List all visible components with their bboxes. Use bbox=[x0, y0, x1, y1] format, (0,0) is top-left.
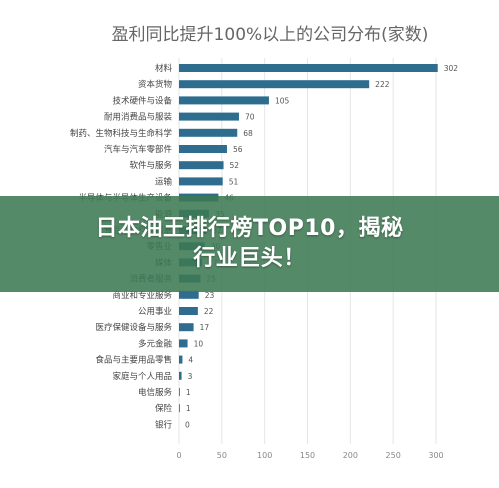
category-label: 制药、生物科技与生命科学 bbox=[70, 128, 173, 139]
bar bbox=[179, 161, 224, 170]
x-tick-label: 50 bbox=[217, 451, 227, 460]
bar bbox=[179, 64, 438, 72]
bar bbox=[179, 112, 239, 121]
category-label: 运输 bbox=[155, 176, 173, 187]
data-label: 222 bbox=[375, 80, 390, 89]
category-label: 技术硬件与设备 bbox=[112, 95, 172, 106]
bar bbox=[179, 323, 194, 332]
bar bbox=[179, 371, 182, 380]
bar bbox=[179, 307, 198, 315]
data-label: 0 bbox=[185, 420, 190, 429]
x-tick-label: 0 bbox=[176, 451, 181, 460]
data-label: 3 bbox=[188, 372, 193, 381]
data-label: 1 bbox=[186, 388, 191, 397]
bar bbox=[179, 339, 188, 348]
data-label: 51 bbox=[229, 177, 239, 186]
category-label: 商业和专业服务 bbox=[112, 290, 172, 301]
x-tick-label: 200 bbox=[343, 451, 358, 460]
category-label: 家庭与个人用品 bbox=[112, 371, 172, 382]
x-tick-label: 150 bbox=[300, 451, 315, 460]
data-label: 302 bbox=[444, 64, 459, 73]
chart-title: 盈利同比提升100%以上的公司分布(家数) bbox=[112, 25, 429, 45]
category-label: 材料 bbox=[155, 63, 173, 74]
banner-headline-line1: 日本油王排行榜TOP10，揭秘 bbox=[95, 216, 404, 241]
category-label: 软件与服务 bbox=[129, 160, 172, 171]
data-label: 68 bbox=[243, 129, 253, 138]
data-label: 4 bbox=[188, 356, 193, 365]
x-tick-label: 100 bbox=[257, 451, 272, 460]
category-label: 多元金融 bbox=[138, 338, 173, 349]
bar bbox=[179, 145, 227, 153]
banner-headline-line2: 行业巨头！ bbox=[193, 246, 306, 271]
category-label: 资本货物 bbox=[138, 79, 173, 90]
bar bbox=[179, 388, 180, 396]
data-label: 23 bbox=[205, 291, 215, 300]
data-label: 52 bbox=[230, 161, 240, 170]
category-label: 食品与主要用品零售 bbox=[95, 355, 172, 366]
bar bbox=[179, 80, 370, 89]
category-label: 耐用消费品与服装 bbox=[104, 112, 173, 123]
bar bbox=[179, 404, 180, 413]
category-label: 银行 bbox=[155, 419, 173, 430]
data-label: 105 bbox=[275, 96, 290, 105]
bar bbox=[179, 355, 183, 364]
data-label: 1 bbox=[186, 404, 191, 413]
category-label: 公用事业 bbox=[138, 306, 172, 317]
bar bbox=[179, 290, 199, 299]
category-label: 汽车与汽车零部件 bbox=[104, 144, 173, 155]
x-tick-label: 250 bbox=[386, 451, 401, 460]
bar bbox=[179, 96, 269, 105]
category-label: 电信服务 bbox=[138, 387, 173, 398]
category-label: 保险 bbox=[155, 403, 173, 414]
data-label: 17 bbox=[200, 323, 210, 332]
bar bbox=[179, 128, 238, 137]
data-label: 70 bbox=[245, 113, 255, 122]
data-label: 10 bbox=[194, 339, 204, 348]
x-axis-ticks: 0 50 100 150 200 250 300 bbox=[176, 451, 443, 460]
bar bbox=[179, 177, 223, 186]
x-tick-label: 300 bbox=[428, 451, 443, 460]
overlay-banner: 日本油王排行榜TOP10，揭秘 行业巨头！ bbox=[0, 196, 499, 292]
data-label: 56 bbox=[233, 145, 243, 154]
category-label: 医疗保健设备与服务 bbox=[95, 322, 172, 333]
data-label: 22 bbox=[204, 307, 214, 316]
